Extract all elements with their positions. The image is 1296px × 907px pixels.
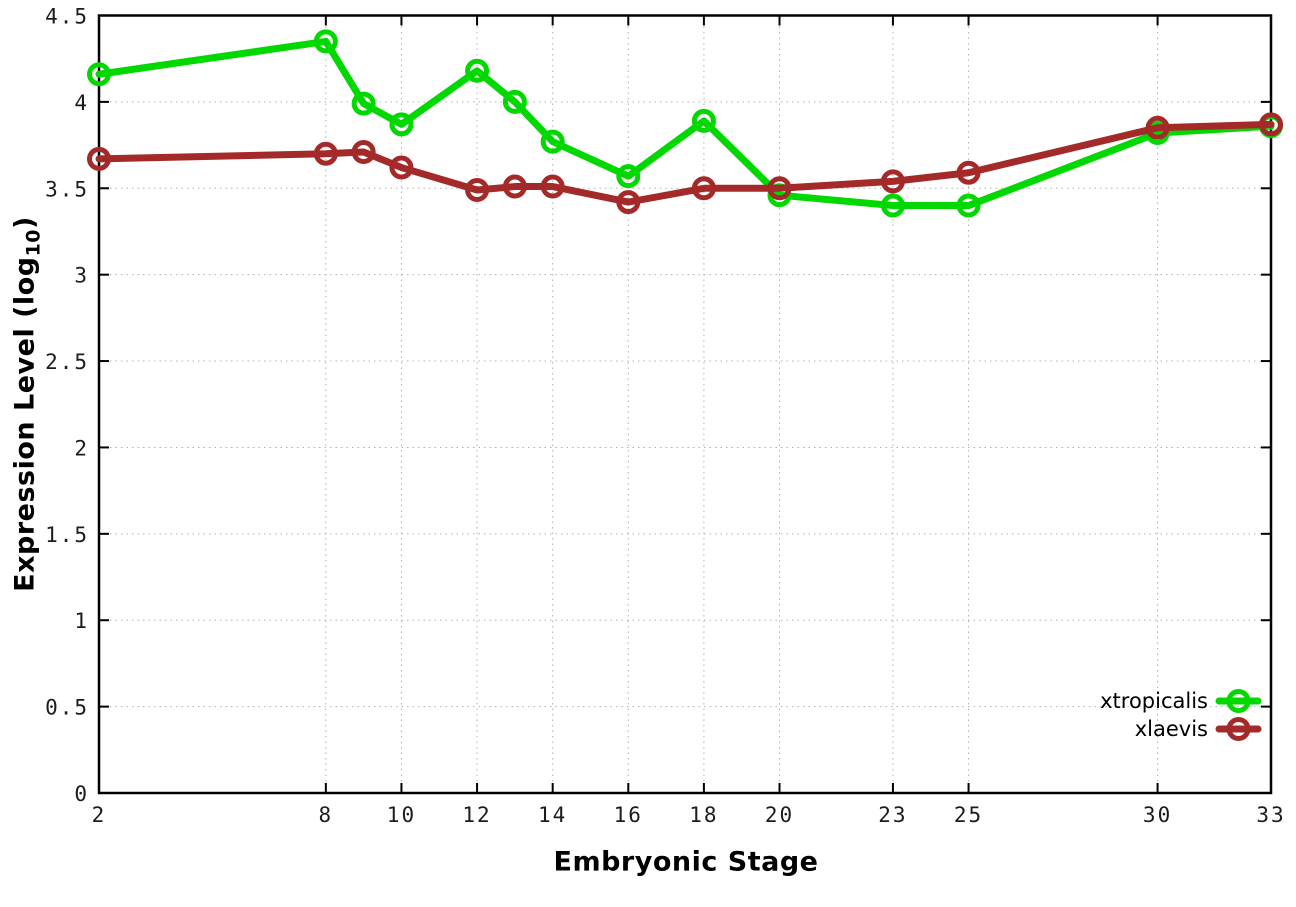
data-point-xlaevis: [465, 178, 490, 203]
data-point-xlaevis: [389, 155, 414, 180]
y-tick-label: 2.5: [45, 350, 89, 374]
y-tick-label: 4.5: [45, 5, 89, 29]
legend-sample-marker-xlaevis: [1226, 717, 1251, 741]
data-point-xlaevis: [1145, 115, 1170, 140]
y-axis-title-text: Expression Level (log: [9, 256, 41, 592]
data-point-xtropicalis: [540, 129, 565, 154]
data-point-xlaevis: [767, 176, 792, 201]
data-point-xlaevis: [351, 139, 376, 164]
data-point-xlaevis: [313, 141, 338, 166]
y-axis-title-subscript: 10: [22, 228, 45, 257]
x-tick-label: 18: [689, 803, 718, 827]
data-point-xtropicalis: [502, 89, 527, 114]
data-point-xlaevis: [616, 190, 641, 215]
data-point-xlaevis: [691, 176, 716, 201]
data-point-xlaevis: [540, 174, 565, 199]
data-point-xtropicalis: [465, 58, 490, 83]
y-axis-title: Expression Level (log10): [10, 216, 45, 592]
x-tick-label: 8: [319, 803, 334, 827]
y-tick-label: 3: [74, 264, 89, 288]
legend-label-xtropicalis: xtropicalis: [1100, 689, 1208, 713]
data-point-xlaevis: [87, 146, 111, 171]
x-tick-label: 30: [1143, 803, 1172, 827]
data-point-xtropicalis: [87, 62, 111, 87]
x-tick-label: 16: [614, 803, 643, 827]
data-point-xtropicalis: [313, 29, 338, 54]
x-tick-label: 20: [765, 803, 794, 827]
legend-sample-marker-xtropicalis: [1226, 689, 1251, 713]
data-point-xtropicalis: [351, 91, 376, 116]
y-tick-label: 1.5: [45, 523, 89, 547]
x-tick-label: 10: [387, 803, 416, 827]
y-tick-label: 4: [74, 91, 89, 115]
data-point-xtropicalis: [616, 164, 641, 189]
x-tick-label: 25: [954, 803, 983, 827]
data-point-xtropicalis: [880, 193, 905, 218]
data-point-xlaevis: [1259, 112, 1283, 137]
y-tick-label: 2: [74, 436, 89, 460]
data-point-xtropicalis: [956, 193, 981, 218]
series-line-xtropicalis: [95, 37, 1275, 210]
x-tick-label: 33: [1256, 803, 1285, 827]
y-tick-label: 3.5: [45, 177, 89, 201]
data-point-xlaevis: [880, 169, 905, 194]
y-tick-label: 1: [74, 609, 89, 633]
plot-frame: [97, 14, 1273, 795]
data-point-xtropicalis: [389, 112, 414, 137]
data-point-xlaevis: [502, 174, 527, 199]
x-tick-label: 23: [878, 803, 907, 827]
y-tick-label: 0.5: [45, 696, 89, 720]
x-tick-label: 14: [538, 803, 567, 827]
y-tick-label: 0: [74, 782, 89, 806]
data-point-xlaevis: [956, 160, 981, 185]
data-point-xtropicalis: [691, 108, 716, 133]
x-axis-title: Embryonic Stage: [553, 846, 819, 878]
x-tick-label: 2: [92, 803, 107, 827]
x-tick-label: 12: [462, 803, 491, 827]
y-axis-title-close: ): [9, 216, 41, 229]
legend-label-xlaevis: xlaevis: [1135, 717, 1208, 741]
series-line-xlaevis: [95, 120, 1275, 206]
